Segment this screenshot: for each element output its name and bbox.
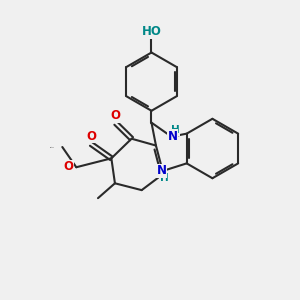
Text: O: O (110, 109, 120, 122)
Text: methyl: methyl (50, 146, 55, 148)
Text: O: O (64, 160, 74, 173)
Text: O: O (87, 130, 97, 143)
Text: H: H (171, 125, 179, 135)
Text: N: N (157, 164, 167, 177)
Text: H: H (160, 173, 169, 183)
Text: HO: HO (142, 25, 162, 38)
Text: N: N (168, 130, 178, 142)
